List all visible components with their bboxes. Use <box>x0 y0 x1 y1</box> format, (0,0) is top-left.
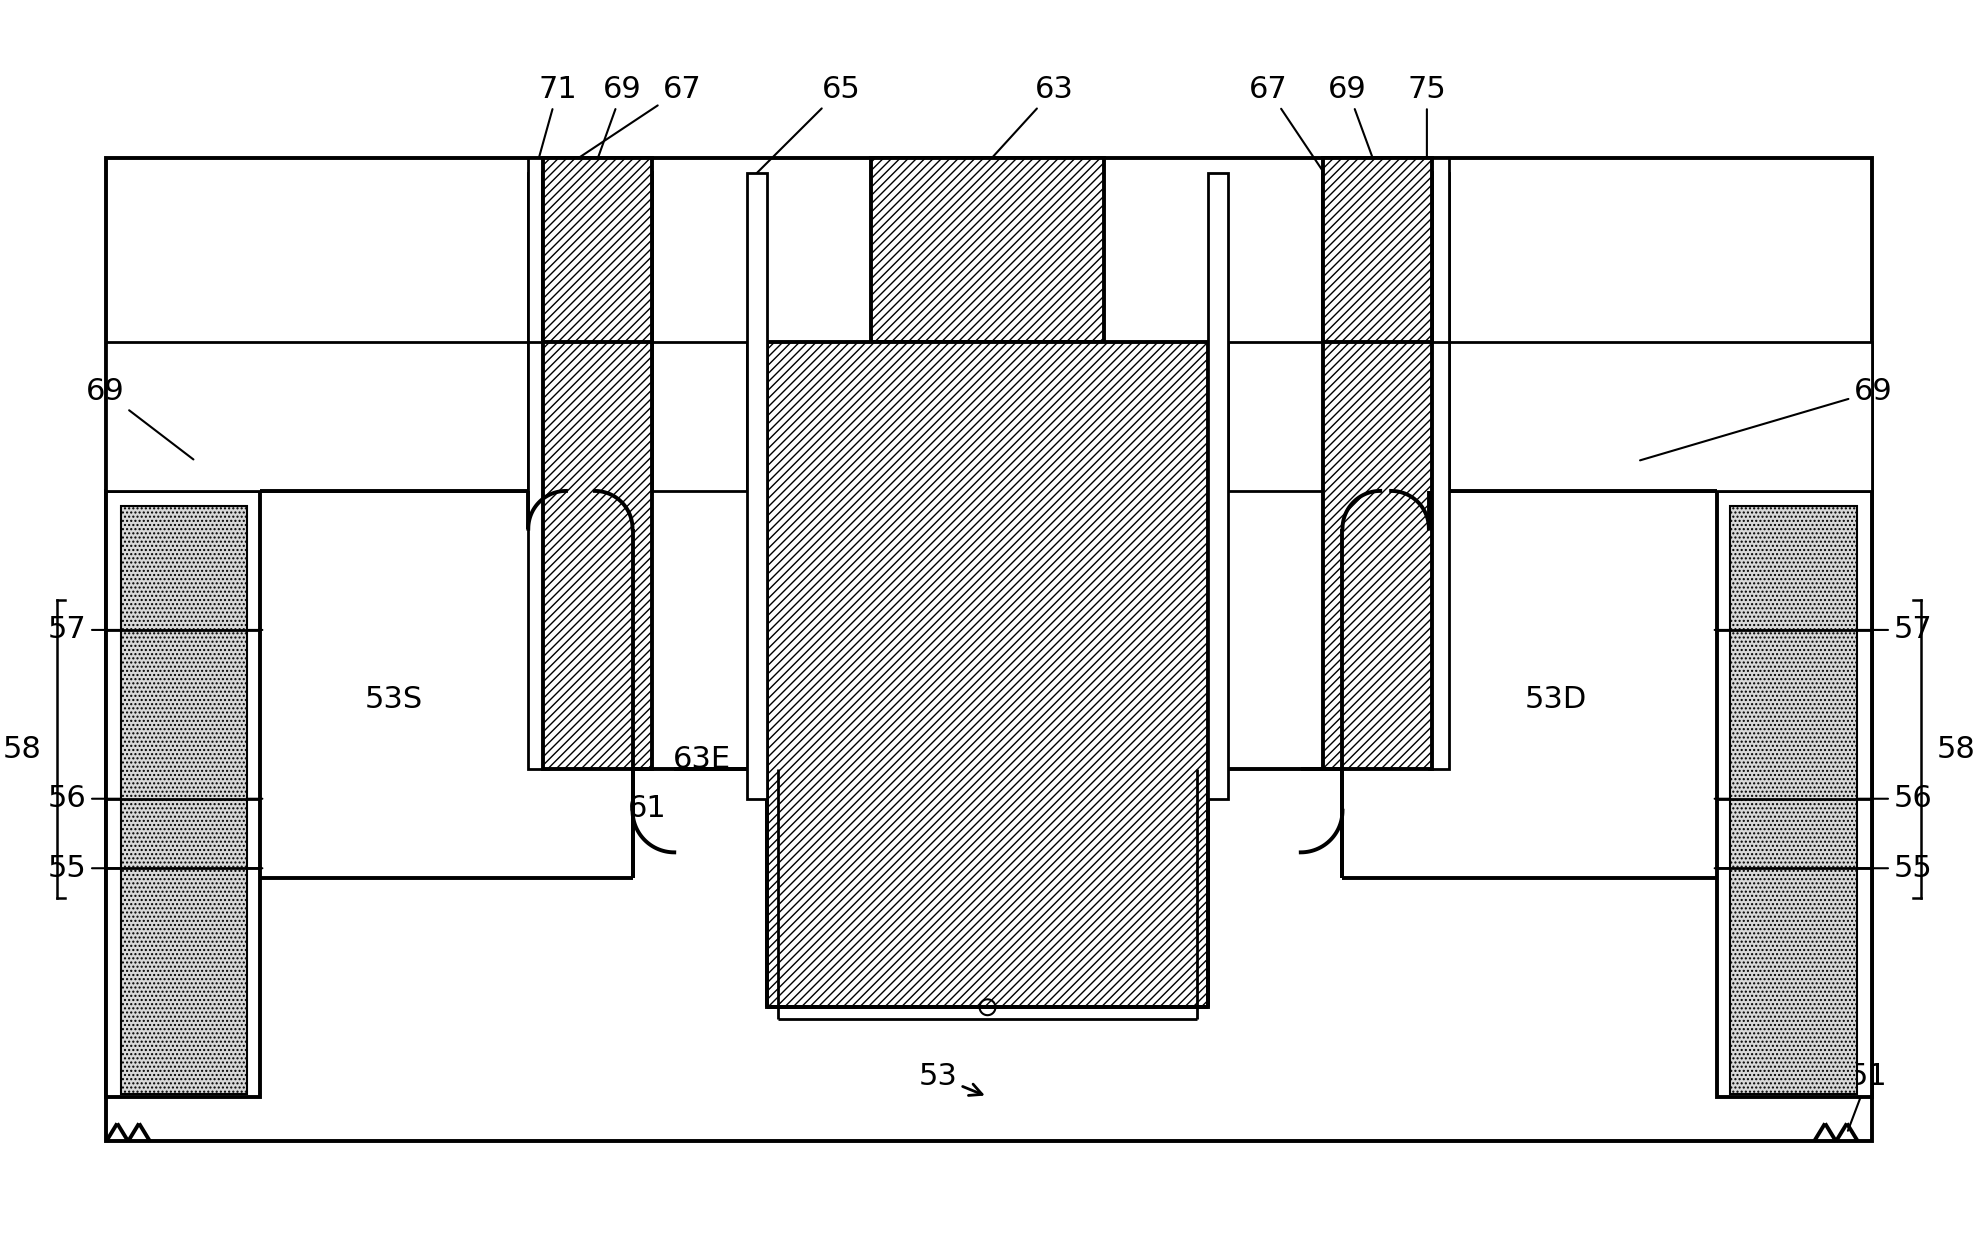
Text: 51: 51 <box>1847 1062 1887 1130</box>
Bar <box>870 158 1104 342</box>
Bar <box>1209 173 1228 799</box>
Bar <box>1428 158 1448 342</box>
Text: 61: 61 <box>629 794 667 823</box>
Text: 57: 57 <box>47 616 263 645</box>
Bar <box>748 173 767 799</box>
Text: 53D: 53D <box>1525 684 1586 714</box>
Bar <box>528 158 548 342</box>
Bar <box>1428 173 1448 769</box>
Text: 58: 58 <box>2 734 42 764</box>
Bar <box>1323 173 1432 769</box>
Bar <box>121 505 247 1094</box>
Text: 69: 69 <box>530 75 643 349</box>
Text: 75: 75 <box>1408 75 1446 175</box>
Text: 71: 71 <box>534 75 578 175</box>
Text: 63E: 63E <box>673 744 732 774</box>
Text: 56: 56 <box>1715 784 1933 814</box>
Text: 63: 63 <box>989 75 1074 161</box>
Bar <box>1717 491 1871 1097</box>
Bar <box>1448 342 1871 491</box>
Text: 69: 69 <box>1327 75 1442 349</box>
Text: 55: 55 <box>1715 853 1933 883</box>
Text: 67: 67 <box>1248 75 1325 176</box>
Bar <box>107 158 1871 1141</box>
Text: 53S: 53S <box>366 684 423 714</box>
Text: 56: 56 <box>47 784 263 814</box>
Bar <box>528 173 548 769</box>
Text: 58: 58 <box>1936 734 1976 764</box>
Bar <box>544 158 653 342</box>
Text: 69: 69 <box>85 378 194 460</box>
Text: 53R: 53R <box>1048 646 1110 674</box>
Bar <box>1228 342 1323 491</box>
Bar <box>544 173 653 769</box>
Text: 53: 53 <box>918 1062 981 1095</box>
Text: 67: 67 <box>550 75 702 176</box>
Bar <box>767 342 1209 1007</box>
Bar <box>107 342 528 491</box>
Text: 55: 55 <box>47 853 263 883</box>
Text: 53RB: 53RB <box>854 923 936 953</box>
Bar <box>107 491 261 1097</box>
Text: 69: 69 <box>1640 378 1893 461</box>
Bar <box>1323 158 1432 342</box>
Text: 65: 65 <box>754 75 860 176</box>
Bar <box>1729 505 1857 1094</box>
Text: 57: 57 <box>1715 616 1933 645</box>
Bar <box>653 342 748 491</box>
